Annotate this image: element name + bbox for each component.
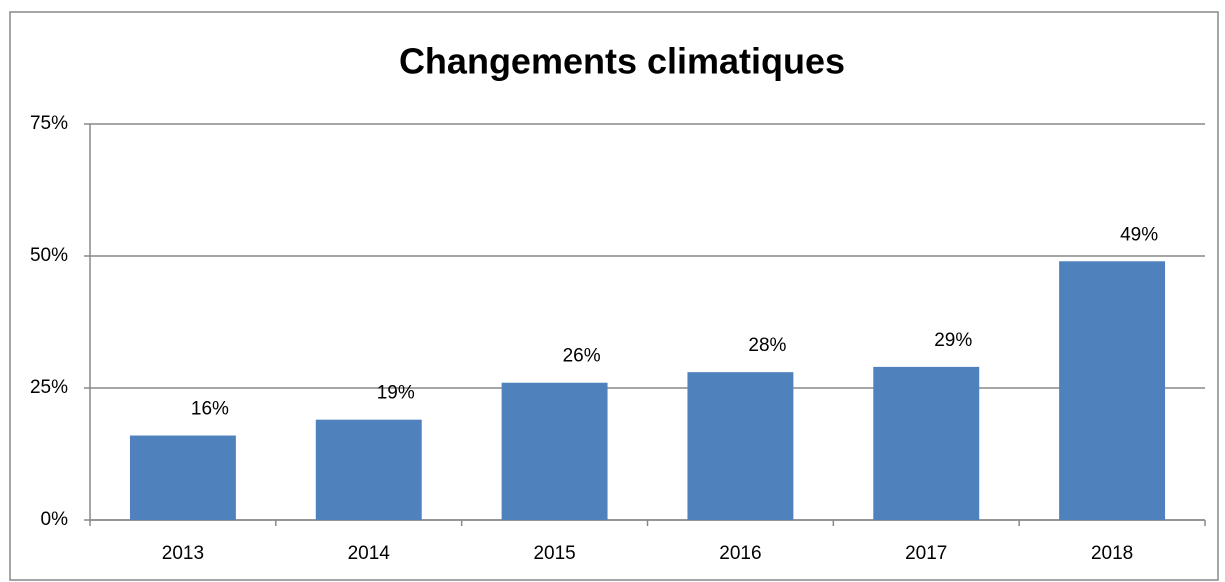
x-tick-label: 2018 [1091, 543, 1133, 564]
bar [501, 382, 608, 520]
bar [315, 419, 422, 520]
x-tick-label: 2013 [162, 543, 204, 564]
x-tick-label: 2017 [905, 543, 947, 564]
chart-title: Changements climatiques [399, 41, 845, 82]
y-tick-label: 25% [30, 377, 68, 398]
y-tick-label: 0% [41, 509, 69, 530]
x-tick-label: 2014 [348, 543, 391, 564]
value-label: 19% [377, 383, 415, 404]
value-label: 49% [1120, 224, 1158, 245]
y-tick-label: 50% [30, 245, 68, 266]
x-tick-label: 2016 [719, 543, 761, 564]
bar [129, 435, 236, 520]
value-label: 28% [748, 335, 786, 356]
value-label: 29% [934, 330, 972, 351]
bar [1059, 261, 1166, 520]
x-tick-label: 2015 [533, 543, 575, 564]
bar [873, 366, 980, 520]
y-tick-label: 75% [30, 113, 68, 134]
bar [687, 372, 794, 520]
value-label: 16% [191, 399, 229, 420]
value-label: 26% [563, 346, 601, 367]
